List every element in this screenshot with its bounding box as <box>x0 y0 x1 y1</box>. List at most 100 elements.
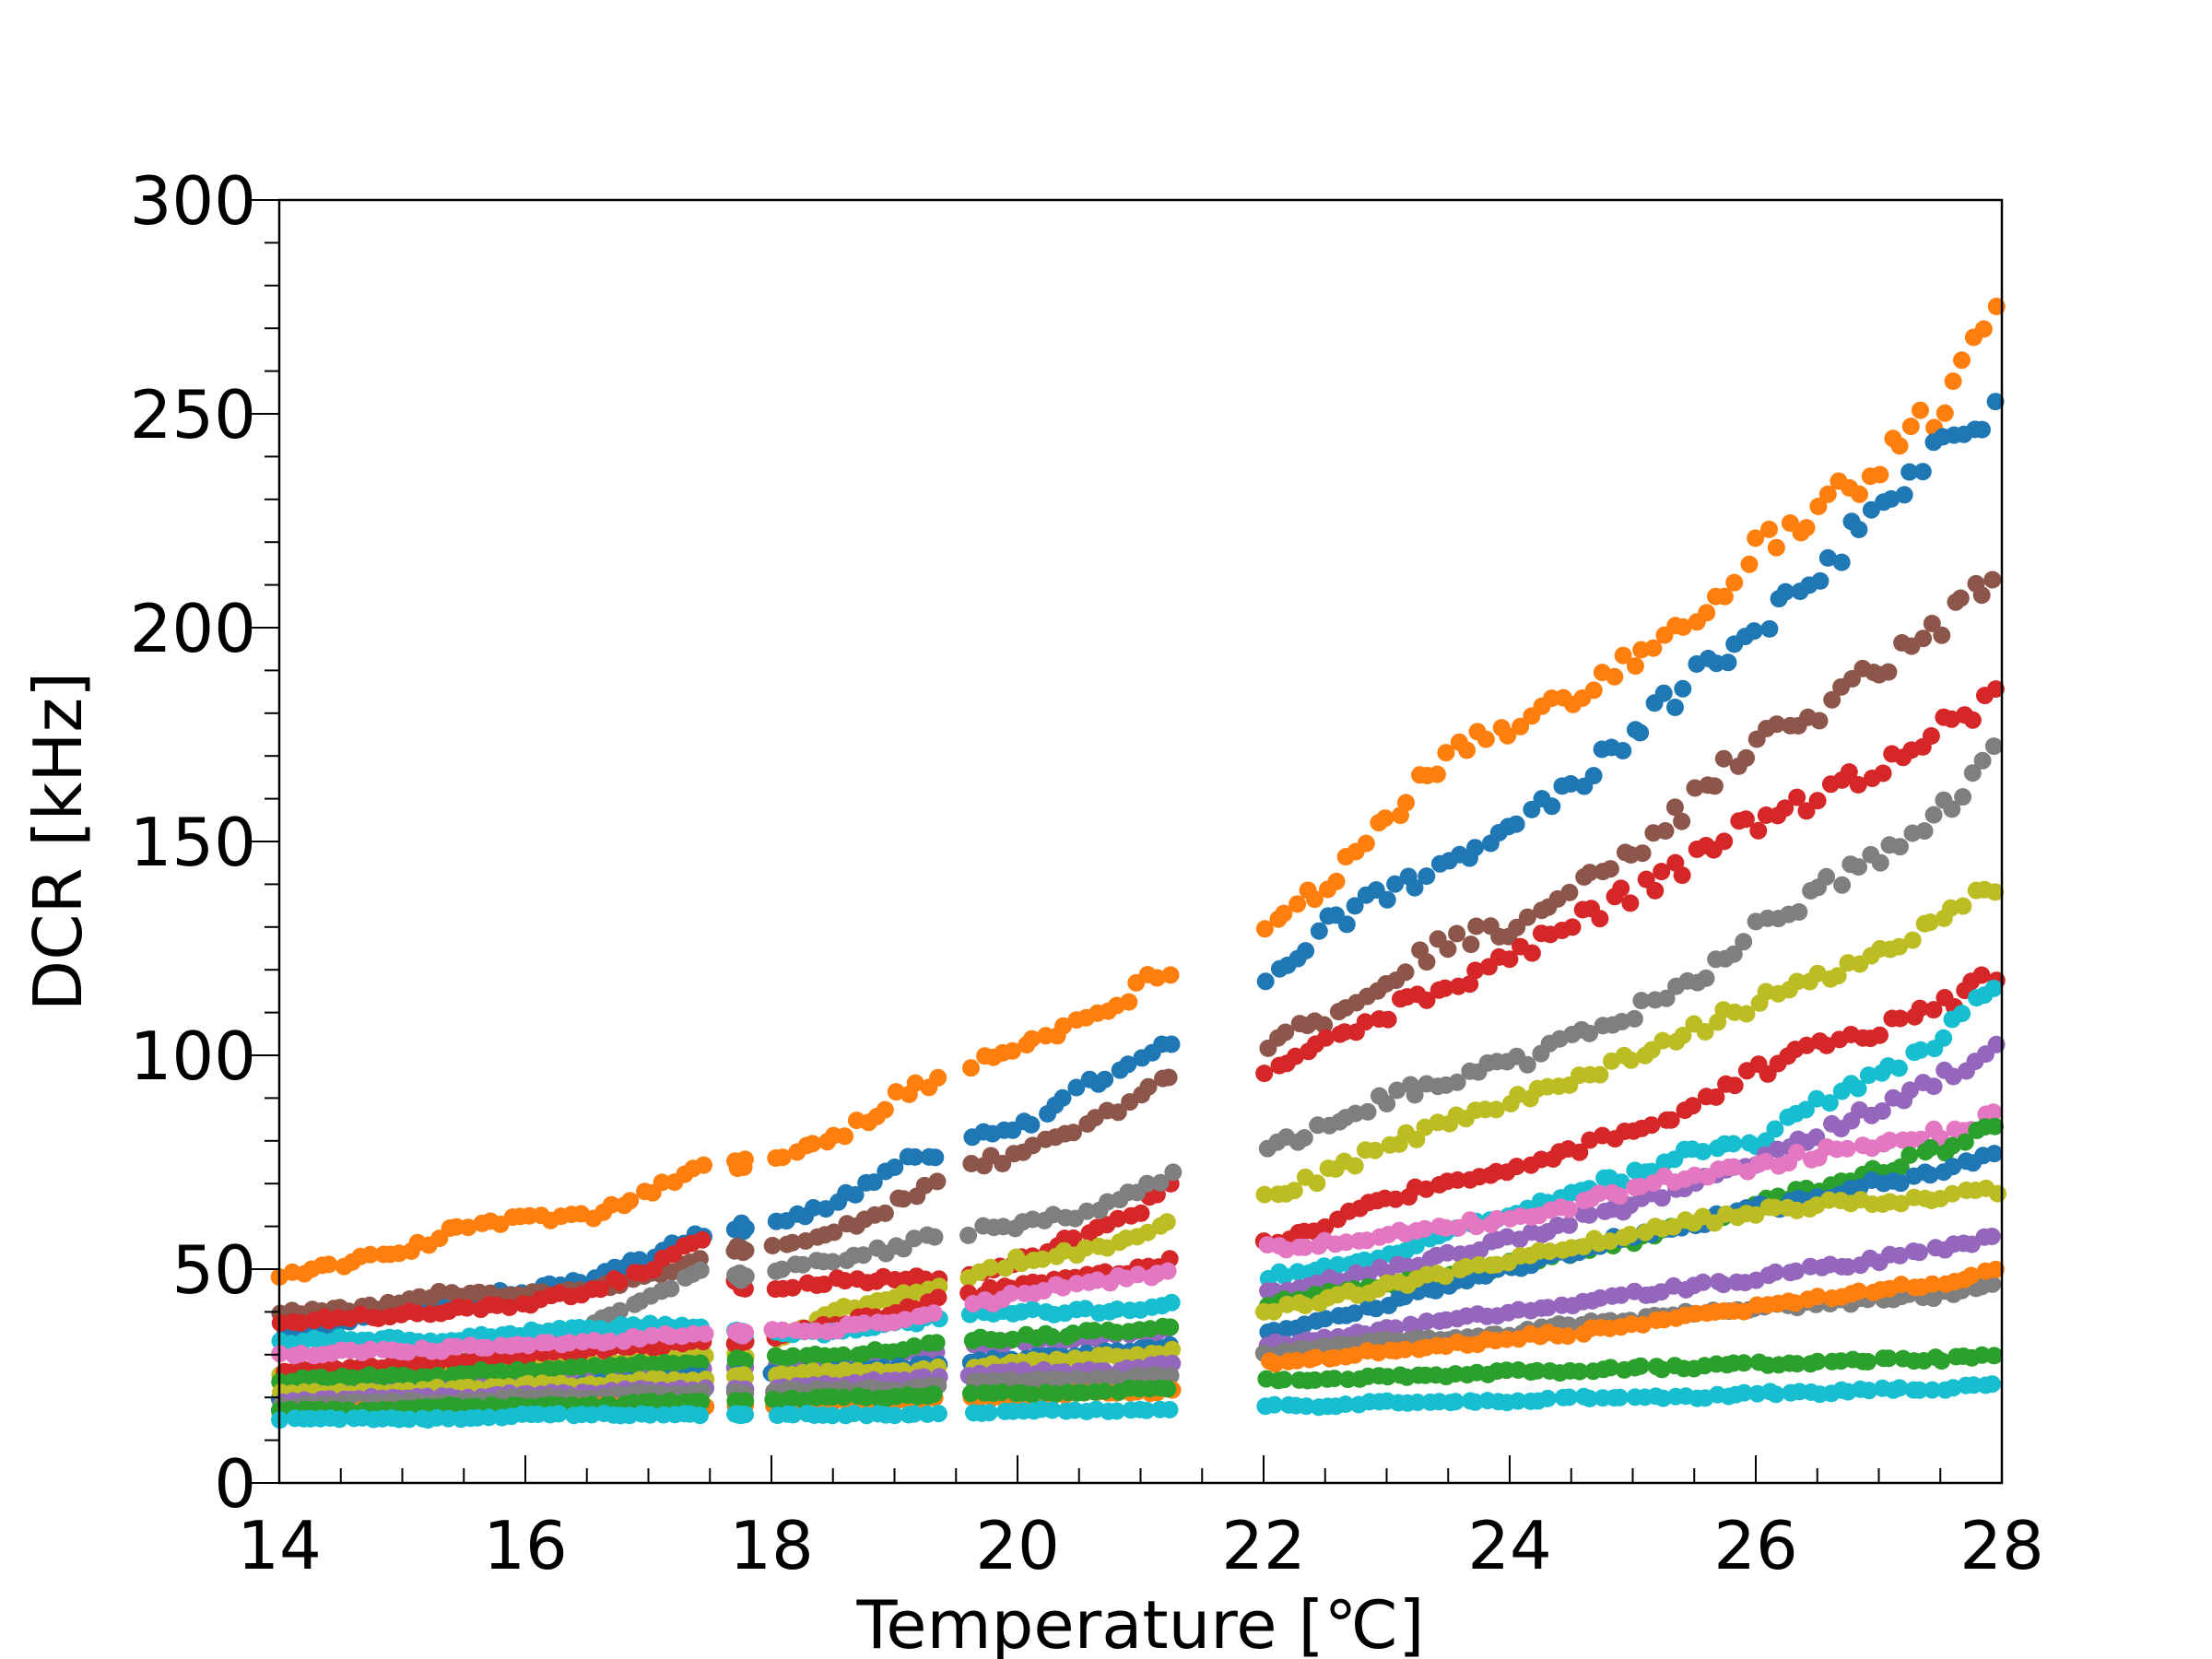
data-point <box>1962 1266 1981 1285</box>
data-point <box>1256 972 1275 991</box>
data-point <box>560 1334 579 1352</box>
data-point <box>1120 993 1138 1011</box>
data-point <box>1561 775 1580 793</box>
data-point <box>1823 690 1841 709</box>
data-point <box>1788 1201 1806 1219</box>
data-point <box>1376 809 1394 828</box>
data-point <box>1871 853 1889 872</box>
data-point <box>1985 1347 2004 1365</box>
data-point <box>1657 989 1676 1007</box>
data-point <box>1316 1218 1335 1236</box>
data-point <box>1767 538 1785 557</box>
data-point <box>1900 463 1919 481</box>
data-point <box>1745 622 1763 641</box>
data-point <box>1787 1144 1806 1161</box>
data-point <box>962 1384 980 1403</box>
data-point <box>1767 1385 1785 1404</box>
data-point <box>736 1406 755 1424</box>
data-point <box>1634 1315 1652 1334</box>
data-point <box>886 1159 904 1176</box>
data-point <box>1662 1111 1680 1129</box>
data-point <box>1148 969 1166 987</box>
x-tick-label: 26 <box>1713 1507 1798 1584</box>
data-point <box>1694 1143 1712 1160</box>
data-point <box>1626 657 1644 676</box>
data-point <box>1943 1184 1961 1203</box>
data-point <box>1379 1010 1397 1029</box>
data-point <box>1860 1382 1878 1400</box>
data-point <box>695 1156 712 1174</box>
y-tick-label: 100 <box>130 1018 256 1095</box>
data-point <box>1859 1066 1877 1085</box>
data-point <box>763 1237 782 1254</box>
data-point <box>886 1406 904 1425</box>
data-point <box>1366 1141 1384 1159</box>
data-point <box>1563 918 1582 936</box>
data-point <box>1646 881 1665 900</box>
data-point <box>1610 1187 1629 1206</box>
data-point <box>1973 751 1992 770</box>
data-point <box>846 1185 865 1204</box>
data-point <box>1147 1366 1166 1384</box>
data-point <box>1065 1230 1083 1247</box>
data-point <box>458 1299 476 1317</box>
data-point <box>1833 876 1852 894</box>
data-point <box>1067 1078 1086 1097</box>
data-point <box>1768 715 1786 734</box>
data-point <box>1509 1392 1527 1410</box>
data-point <box>1407 1237 1425 1254</box>
data-point <box>1735 1354 1753 1372</box>
data-point <box>857 1388 875 1406</box>
data-point <box>991 1332 1009 1349</box>
data-point <box>693 1230 712 1249</box>
data-point <box>1407 1130 1426 1148</box>
y-tick-label: 0 <box>214 1445 256 1523</box>
data-point <box>361 1340 380 1359</box>
data-point <box>854 1314 873 1333</box>
data-point <box>611 1301 629 1320</box>
data-point <box>1953 1005 1971 1023</box>
data-point <box>1288 1351 1306 1370</box>
data-point <box>1462 935 1480 954</box>
data-point <box>1449 1171 1466 1189</box>
data-point <box>1109 1209 1127 1228</box>
data-point <box>641 1406 659 1424</box>
data-point <box>1719 653 1737 672</box>
data-point <box>1725 1077 1744 1095</box>
data-point <box>1408 1394 1427 1411</box>
data-point <box>924 1385 943 1404</box>
data-point <box>1336 1395 1355 1414</box>
data-point <box>330 1410 348 1429</box>
data-point <box>1951 589 1970 607</box>
data-point <box>1766 1263 1784 1281</box>
data-point <box>1890 937 1909 956</box>
data-point <box>927 1334 946 1352</box>
data-point <box>1601 860 1619 878</box>
data-point <box>823 1406 841 1425</box>
data-point <box>592 1280 610 1299</box>
data-point <box>1002 1371 1020 1389</box>
y-tick-label: 300 <box>130 162 256 240</box>
data-point <box>1735 933 1753 951</box>
data-point <box>1788 1355 1806 1373</box>
data-point <box>1776 799 1794 818</box>
data-point <box>1697 969 1715 987</box>
data-point <box>1275 904 1293 923</box>
data-point <box>1933 1352 1951 1371</box>
data-point <box>929 1068 947 1087</box>
data-point <box>834 1346 853 1364</box>
data-point <box>1913 463 1932 481</box>
data-point <box>1316 1310 1335 1328</box>
data-point <box>1129 1265 1147 1284</box>
data-point <box>783 1233 802 1252</box>
data-point <box>1984 980 2003 997</box>
data-point <box>772 1260 791 1278</box>
data-point <box>1838 1139 1856 1158</box>
data-point <box>1327 872 1346 890</box>
data-point <box>509 1360 527 1379</box>
data-point <box>1921 913 1939 932</box>
data-point <box>572 1358 591 1376</box>
data-point <box>1119 1055 1137 1074</box>
data-point <box>1096 1070 1114 1088</box>
data-point <box>1159 1068 1178 1087</box>
